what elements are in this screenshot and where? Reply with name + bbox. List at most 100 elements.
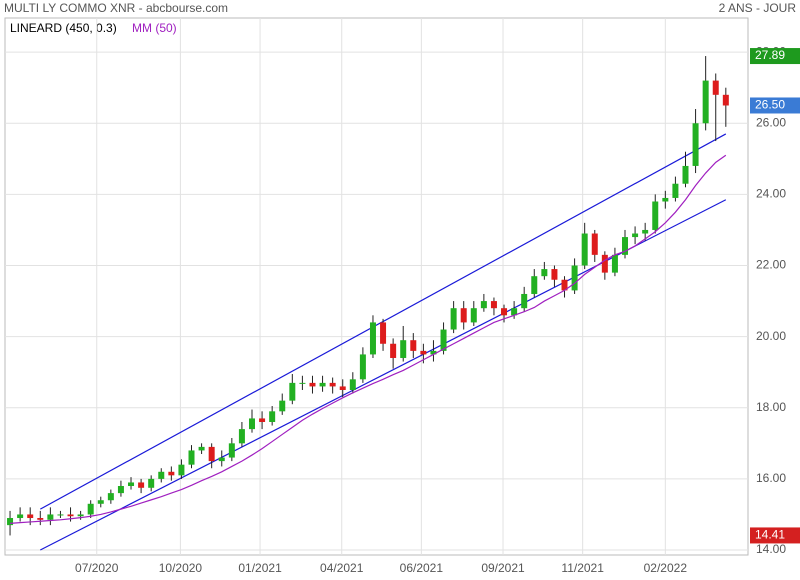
candle-body xyxy=(138,482,145,488)
y-tick-label: 22.00 xyxy=(756,258,786,272)
candle-body xyxy=(672,183,679,198)
candle-body xyxy=(67,514,74,517)
chart-title: MULTI LY COMMO XNR - abcbourse.com xyxy=(4,1,228,15)
candle-body xyxy=(571,265,578,291)
candle-body xyxy=(581,233,588,266)
candle-body xyxy=(551,269,558,280)
candle-body xyxy=(238,429,245,444)
x-tick-label: 02/2022 xyxy=(644,561,688,575)
candle-body xyxy=(178,464,185,476)
candle-body xyxy=(37,518,44,520)
x-tick-label: 06/2021 xyxy=(400,561,444,575)
candle-body xyxy=(561,279,568,291)
candle-body xyxy=(591,233,598,255)
candle-body xyxy=(400,340,407,358)
candle-body xyxy=(47,514,54,520)
candle-body xyxy=(682,165,689,184)
candle-body xyxy=(722,94,729,106)
candle-body xyxy=(420,350,427,355)
x-tick-label: 09/2021 xyxy=(481,561,525,575)
candle-body xyxy=(299,382,306,384)
candle-body xyxy=(541,269,548,277)
ma-line xyxy=(9,154,727,524)
candle-body xyxy=(228,443,235,458)
candle-body xyxy=(349,379,356,390)
y-tick-label: 24.00 xyxy=(756,187,786,201)
candle-body xyxy=(7,518,14,526)
x-tick-label: 11/2021 xyxy=(561,561,604,575)
candle-body xyxy=(622,237,629,255)
channel-line xyxy=(40,199,727,551)
candle-body xyxy=(97,500,104,504)
x-tick-label: 01/2021 xyxy=(238,561,282,575)
candle-body xyxy=(712,80,719,95)
candle-body xyxy=(208,446,215,462)
candle-body xyxy=(662,197,669,202)
candle-body xyxy=(632,233,639,238)
candle-body xyxy=(601,254,608,273)
candle-body xyxy=(440,329,447,351)
candle-body xyxy=(117,486,124,494)
x-tick-label: 10/2020 xyxy=(159,561,203,575)
candle-body xyxy=(128,482,135,487)
candle-body xyxy=(450,308,457,330)
price-marker-label: 27.89 xyxy=(755,48,785,62)
x-tick-label: 04/2021 xyxy=(320,561,364,575)
price-marker-label: 14.41 xyxy=(755,528,785,542)
y-tick-label: 16.00 xyxy=(756,471,786,485)
candle-body xyxy=(259,418,266,422)
candle-body xyxy=(158,471,165,479)
x-tick-label: 07/2020 xyxy=(75,561,119,575)
price-marker xyxy=(750,527,800,544)
price-marker xyxy=(750,48,800,65)
candle-body xyxy=(57,514,64,516)
candle-body xyxy=(430,350,437,355)
y-tick-label: 20.00 xyxy=(756,329,786,343)
candle-body xyxy=(652,201,659,230)
candle-body xyxy=(198,446,205,451)
candle-body xyxy=(470,308,477,323)
legend-ma: MM (50) xyxy=(132,21,177,35)
candle-body xyxy=(511,308,518,316)
price-marker-label: 26.50 xyxy=(755,98,785,112)
candle-body xyxy=(369,322,376,355)
candle-body xyxy=(309,382,316,387)
plot-area xyxy=(4,17,749,556)
candle-body xyxy=(480,301,487,309)
candle-body xyxy=(611,254,618,273)
candle-body xyxy=(339,386,346,390)
candle-body xyxy=(460,308,467,323)
y-tick-label: 14.00 xyxy=(756,542,786,556)
candle-body xyxy=(521,293,528,309)
candle-body xyxy=(642,229,649,234)
candle-body xyxy=(329,382,336,387)
candle-body xyxy=(168,471,175,476)
legend-channel: LINEARD (450, 0.3) xyxy=(10,21,117,35)
candle-body xyxy=(490,301,497,309)
candle-body xyxy=(218,457,225,462)
candle-body xyxy=(319,382,326,387)
y-tick-label: 26.00 xyxy=(756,115,786,129)
candle-body xyxy=(531,276,538,294)
candle-body xyxy=(692,123,699,166)
candle-body xyxy=(380,322,387,344)
period-label: 2 ANS - JOUR xyxy=(719,1,797,15)
candle-body xyxy=(107,493,114,501)
candle-body xyxy=(269,411,276,422)
candle-body xyxy=(390,343,397,358)
candle-body xyxy=(77,514,84,517)
candle-body xyxy=(27,514,34,519)
candle-body xyxy=(148,478,155,488)
candle-body xyxy=(188,450,195,465)
candle-body xyxy=(248,418,255,430)
price-marker xyxy=(750,97,800,114)
y-tick-label: 18.00 xyxy=(756,400,786,414)
candle-body xyxy=(279,400,286,412)
candle-body xyxy=(289,382,296,401)
candle-body xyxy=(501,308,508,316)
candle-body xyxy=(87,503,94,515)
candle-body xyxy=(702,80,709,124)
candle-body xyxy=(410,340,417,351)
candle-body xyxy=(359,354,366,380)
